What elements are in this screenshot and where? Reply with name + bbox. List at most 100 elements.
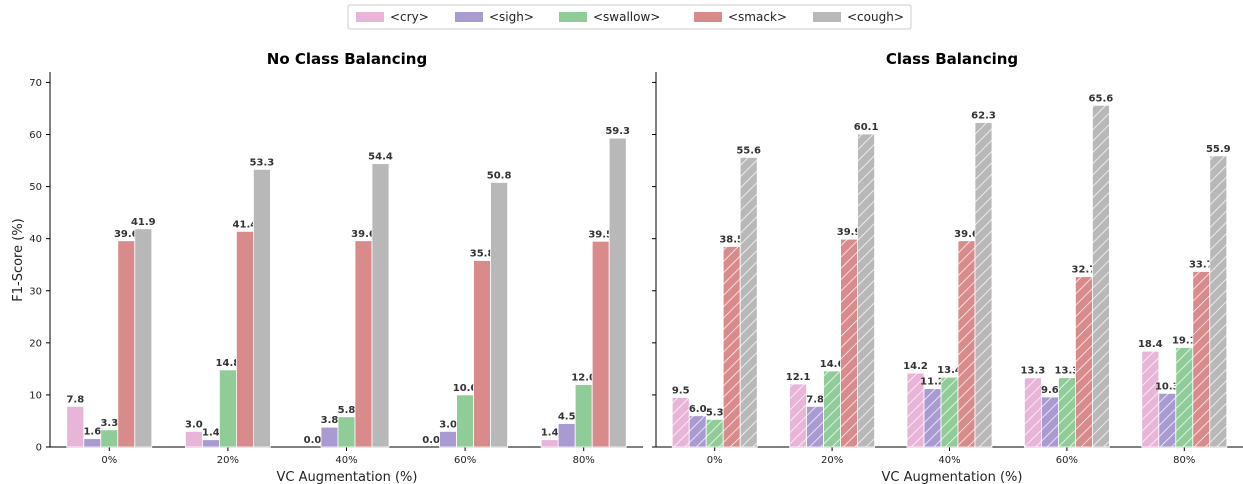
- bar-value-label: 3.8: [321, 415, 339, 426]
- bar-value-label: 55.9: [1206, 144, 1231, 155]
- bar: [100, 429, 119, 448]
- bar-value-label: 10.3: [1155, 381, 1180, 392]
- bar: [490, 182, 509, 448]
- bar: [456, 394, 475, 448]
- bar-value-label: 1.4: [541, 428, 559, 439]
- bar-value-label: 13.3: [1055, 366, 1080, 377]
- bar: [574, 384, 593, 448]
- bar-value-label: 14.8: [216, 358, 241, 369]
- bar-hatch: [689, 415, 707, 447]
- bar: [439, 430, 458, 448]
- bar: [117, 240, 136, 448]
- x-tick-label: 60%: [454, 455, 476, 466]
- legend-item: <smack>: [694, 10, 787, 24]
- bar-value-label: 38.5: [719, 234, 744, 245]
- bar-value-label: 10.0: [453, 383, 478, 394]
- bar-value-label: 41.4: [233, 219, 258, 230]
- chart-title: Class Balancing: [886, 50, 1018, 68]
- y-tick-label: 70: [29, 78, 42, 89]
- bar-hatch: [806, 406, 824, 447]
- legend-swatch: [813, 12, 841, 22]
- bar-hatch: [1092, 105, 1110, 447]
- bar-value-label: 59.3: [605, 126, 630, 137]
- bar-hatch: [907, 373, 924, 447]
- bar-value-label: 62.3: [971, 111, 996, 122]
- bar-value-label: 9.5: [672, 386, 690, 397]
- bar-hatch: [1024, 377, 1042, 447]
- bar-hatch: [840, 239, 858, 447]
- bar: [557, 423, 576, 448]
- x-tick-label: 60%: [1056, 455, 1078, 466]
- legend-frame: [347, 4, 912, 30]
- x-tick-label: 40%: [938, 455, 960, 466]
- legend-label: <swallow>: [593, 10, 660, 24]
- y-tick-label: 40: [29, 234, 42, 245]
- legend-swatch: [694, 12, 722, 22]
- bar-hatch: [1041, 397, 1059, 447]
- x-tick-label: 20%: [217, 455, 239, 466]
- y-tick-label: 10: [29, 390, 42, 401]
- bar-value-label: 35.8: [470, 249, 495, 260]
- bar: [371, 163, 390, 448]
- bar-value-label: 60.1: [854, 122, 879, 133]
- legend-swatch: [455, 12, 483, 22]
- bar-value-label: 53.3: [250, 157, 275, 168]
- chart-panel-no-class-balancing: No Class Balancing VC Augmentation (%) F…: [11, 50, 643, 484]
- y-tick-label: 20: [29, 338, 42, 349]
- bar-value-label: 32.7: [1072, 265, 1097, 276]
- bar-hatch: [975, 122, 992, 447]
- bar-value-label: 0.0: [304, 435, 322, 446]
- bar: [354, 240, 373, 448]
- plot-area: 0102030405060700%7.81.63.339.641.920%3.0…: [29, 72, 643, 466]
- bar-value-label: 11.2: [920, 377, 945, 388]
- bar-value-label: 13.3: [1021, 366, 1046, 377]
- chart-panel-class-balancing: Class Balancing VC Augmentation (%) 0% 9.…: [652, 50, 1243, 484]
- x-tick-label: 40%: [335, 455, 357, 466]
- legend-item: <cry>: [356, 10, 429, 24]
- legend-item: <swallow>: [559, 10, 660, 24]
- bar: [608, 137, 627, 448]
- bar-hatch: [789, 383, 807, 447]
- bar: [184, 430, 203, 448]
- bar-value-label: 14.2: [903, 361, 928, 372]
- bar-value-label: 65.6: [1089, 93, 1114, 104]
- bar: [235, 230, 254, 448]
- bar-value-label: 3.3: [100, 418, 118, 429]
- bar-value-label: 13.4: [937, 365, 962, 376]
- bar-hatch: [740, 157, 758, 447]
- bar: [134, 228, 153, 448]
- x-tick-label: 20%: [821, 455, 843, 466]
- bar-value-label: 6.0: [689, 404, 707, 415]
- bar-value-label: 39.6: [114, 229, 139, 240]
- x-tick-label: 0%: [101, 455, 117, 466]
- legend-label: <cry>: [390, 10, 429, 24]
- x-axis-label: VC Augmentation (%): [277, 470, 418, 484]
- bar-hatch: [1058, 377, 1076, 447]
- bar-value-label: 12.1: [786, 372, 811, 383]
- bar: [201, 439, 220, 448]
- bar-hatch: [958, 240, 975, 447]
- legend-item: <cough>: [813, 10, 904, 24]
- y-tick-label: 60: [29, 130, 42, 141]
- bar-hatch: [1141, 351, 1159, 447]
- bar-value-label: 7.8: [806, 394, 824, 405]
- legend-label: <sigh>: [489, 10, 534, 24]
- legend-label: <cough>: [847, 10, 904, 24]
- bar-value-label: 7.8: [66, 394, 84, 405]
- x-tick-label: 80%: [1173, 455, 1195, 466]
- x-axis-label: VC Augmentation (%): [882, 470, 1023, 484]
- bar-hatch: [1075, 276, 1093, 447]
- bar-value-label: 39.6: [351, 229, 376, 240]
- bar: [337, 416, 356, 448]
- bar-value-label: 39.9: [837, 227, 862, 238]
- bar: [252, 168, 271, 448]
- bar: [320, 426, 339, 448]
- legend: <cry> <sigh> <swallow> <smack> <cough>: [347, 4, 912, 30]
- bar-value-label: 39.6: [954, 229, 979, 240]
- bar-value-label: 3.0: [439, 419, 457, 430]
- bar-hatch: [941, 377, 958, 447]
- bar-hatch: [672, 397, 690, 447]
- bar-hatch: [706, 419, 724, 447]
- bar: [83, 438, 102, 448]
